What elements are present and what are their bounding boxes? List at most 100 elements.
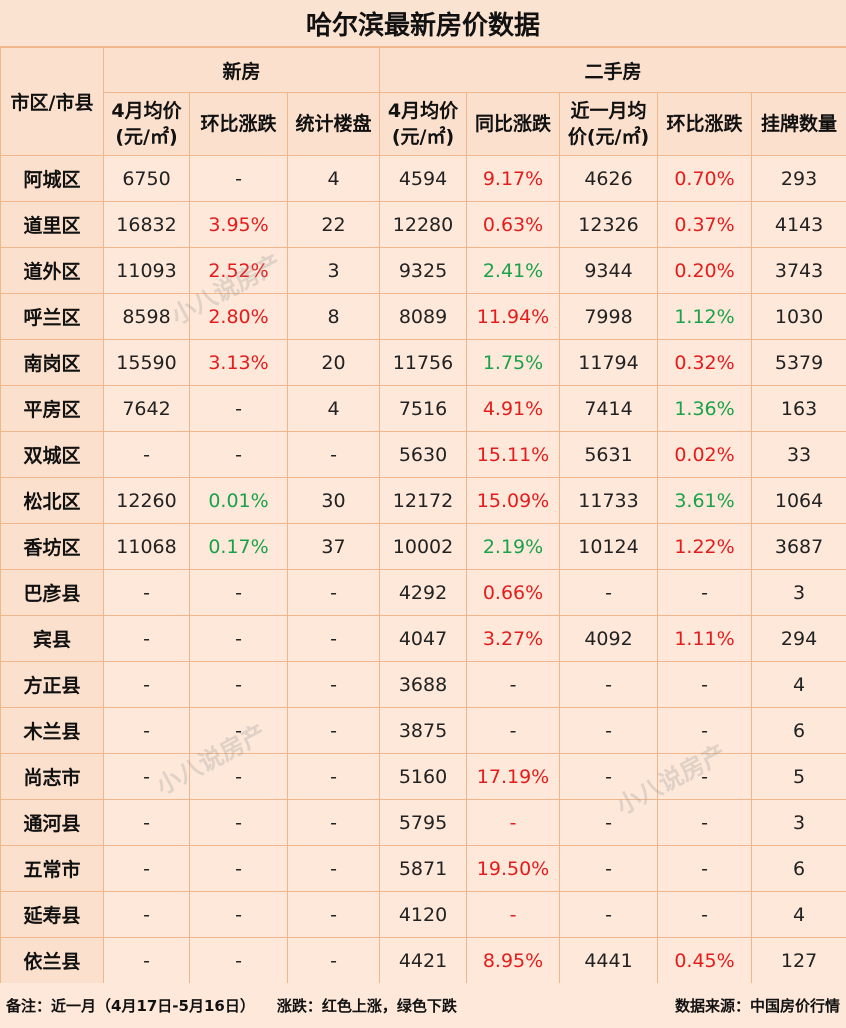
cell-sh-mom: 0.45% [657,937,753,984]
cell-listings: 4 [751,661,846,708]
cell-sh-recent: - [559,569,659,616]
cell-sh-avg: 8089 [379,293,468,340]
cell-projects: - [286,799,381,846]
cell-district: 延寿县 [0,891,104,938]
cell-sh-mom: 1.12% [657,293,753,340]
table-row: 巴彦县 - - -4292 0.66% - -3 [0,569,846,616]
cell-listings: 5 [751,753,846,800]
cell-listings: 1064 [751,477,846,524]
header-second-hand: 二手房 [379,47,846,93]
footer: 备注：近一月（4月17日-5月16日） 涨跌：红色上涨，绿色下跌 数据来源：中国… [0,983,846,1028]
cell-projects: 20 [286,339,381,386]
cell-new-avg: - [103,569,190,616]
page-title: 哈尔滨最新房价数据 [0,0,846,47]
cell-district: 道里区 [0,201,104,248]
cell-new-mom: - [189,891,288,938]
cell-listings: 6 [751,845,846,892]
cell-sh-recent: - [559,707,659,754]
cell-sh-mom: - [657,845,753,892]
cell-new-avg: 11093 [103,247,190,294]
cell-sh-yoy: - [466,891,561,938]
cell-sh-recent: - [559,799,659,846]
cell-new-mom: - [189,799,288,846]
cell-district: 尚志市 [0,753,104,800]
cell-sh-avg: 10002 [379,523,468,570]
cell-sh-recent: 7414 [559,385,659,432]
cell-district: 依兰县 [0,937,104,984]
cell-district: 道外区 [0,247,104,294]
cell-sh-avg: 4120 [379,891,468,938]
cell-projects: 22 [286,201,381,248]
cell-sh-recent: 4092 [559,615,659,662]
cell-listings: 4143 [751,201,846,248]
header-sh-avg: 4月均价 (元/㎡) [379,92,468,156]
cell-sh-yoy: 8.95% [466,937,561,984]
cell-new-avg: - [103,891,190,938]
table-row: 方正县 - - -3688- - -4 [0,661,846,708]
cell-new-avg: 12260 [103,477,190,524]
table-row: 阿城区 6750-4 4594 9.17% 4626 0.70% 293 [0,155,846,202]
cell-new-avg: 15590 [103,339,190,386]
cell-sh-avg: 4594 [379,155,468,202]
header-sh-mom: 环比涨跌 [657,92,753,156]
cell-new-mom: 0.17% [189,523,288,570]
cell-district: 双城区 [0,431,104,478]
cell-sh-mom: 1.11% [657,615,753,662]
footer-source: 数据来源：中国房价行情 [674,997,840,1015]
header-sh-listings: 挂牌数量 [751,92,846,156]
cell-sh-recent: 4441 [559,937,659,984]
cell-sh-yoy: 17.19% [466,753,561,800]
table-row: 依兰县 - - -4421 8.95% 4441 0.45% 127 [0,937,846,984]
cell-projects: 30 [286,477,381,524]
cell-sh-recent: 5631 [559,431,659,478]
cell-sh-yoy: 3.27% [466,615,561,662]
cell-listings: 3687 [751,523,846,570]
cell-projects: - [286,845,381,892]
cell-sh-mom: 0.32% [657,339,753,386]
cell-sh-yoy: 0.63% [466,201,561,248]
cell-listings: 3 [751,569,846,616]
cell-sh-yoy: 4.91% [466,385,561,432]
table-row: 香坊区 11068 0.17% 37 10002 2.19% 10124 1.22% 3687 [0,523,846,570]
table-row: 道里区 16832 3.95% 22 12280 0.63% 12326 0.37% 4143 [0,201,846,248]
header-new-mom: 环比涨跌 [189,92,288,156]
cell-district: 通河县 [0,799,104,846]
cell-projects: - [286,431,381,478]
cell-new-mom: - [189,753,288,800]
cell-new-avg: 11068 [103,523,190,570]
cell-new-mom: - [189,937,288,984]
cell-sh-yoy: 9.17% [466,155,561,202]
cell-sh-mom: 1.36% [657,385,753,432]
cell-sh-avg: 4292 [379,569,468,616]
cell-new-avg: - [103,753,190,800]
cell-sh-mom: - [657,569,753,616]
cell-sh-avg: 12172 [379,477,468,524]
cell-new-mom: - [189,155,288,202]
cell-sh-mom: 1.22% [657,523,753,570]
cell-projects: 8 [286,293,381,340]
cell-sh-avg: 3875 [379,707,468,754]
cell-sh-yoy: 2.19% [466,523,561,570]
cell-listings: 1030 [751,293,846,340]
cell-projects: - [286,707,381,754]
cell-new-avg: 16832 [103,201,190,248]
cell-sh-yoy: - [466,799,561,846]
cell-sh-recent: - [559,661,659,708]
table-row: 延寿县 - - -4120- - -4 [0,891,846,938]
cell-listings: 5379 [751,339,846,386]
cell-sh-avg: 11756 [379,339,468,386]
cell-sh-recent: - [559,845,659,892]
cell-listings: 33 [751,431,846,478]
cell-sh-recent: - [559,753,659,800]
cell-sh-yoy: 15.11% [466,431,561,478]
cell-sh-yoy: 19.50% [466,845,561,892]
cell-new-mom: 2.80% [189,293,288,340]
cell-new-avg: - [103,661,190,708]
cell-sh-yoy: 11.94% [466,293,561,340]
cell-new-mom: - [189,385,288,432]
cell-listings: 293 [751,155,846,202]
cell-sh-mom: - [657,753,753,800]
table-row: 五常市 - - -5871 19.50% - -6 [0,845,846,892]
cell-new-mom: - [189,845,288,892]
cell-new-mom: - [189,661,288,708]
